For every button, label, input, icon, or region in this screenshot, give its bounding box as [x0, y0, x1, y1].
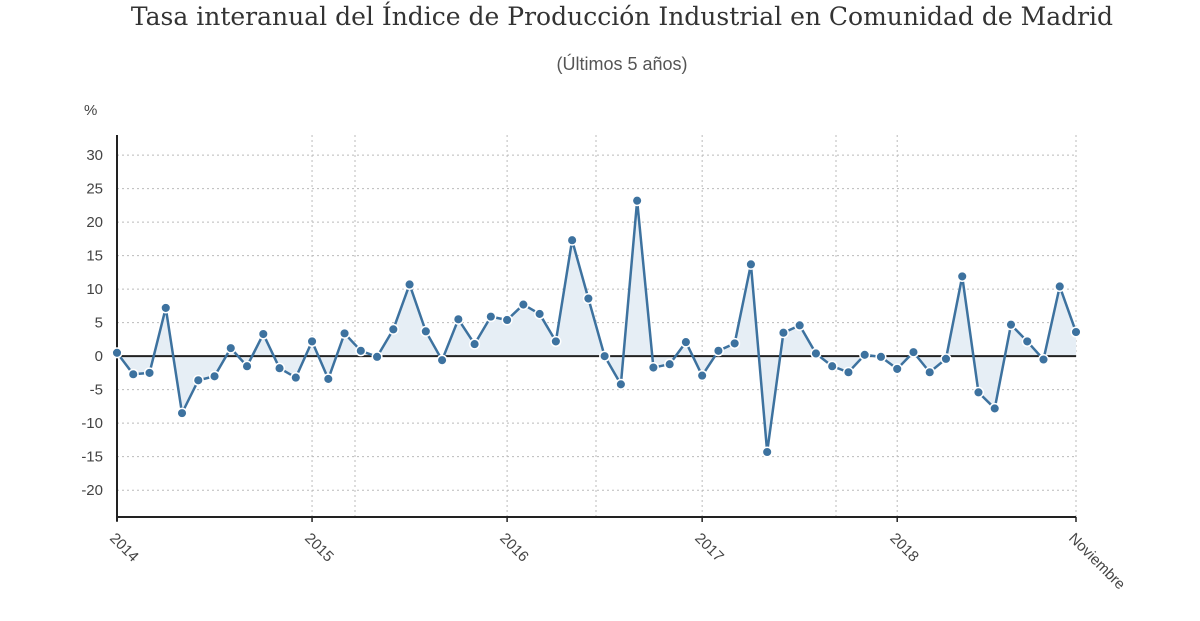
data-point[interactable] [891, 363, 903, 375]
data-point[interactable] [1021, 335, 1033, 347]
data-point[interactable] [761, 446, 773, 458]
x-tick-label: Noviembre [1065, 530, 1128, 593]
data-point[interactable] [566, 234, 578, 246]
data-point[interactable] [664, 358, 676, 370]
data-point[interactable] [875, 351, 887, 363]
data-point[interactable] [225, 342, 237, 354]
data-point[interactable] [696, 370, 708, 382]
data-point[interactable] [907, 346, 920, 358]
data-point[interactable] [842, 366, 854, 378]
y-tick-label: 15 [86, 248, 103, 265]
data-point[interactable] [273, 362, 286, 374]
x-tick-labels: 2014 2015 2016 2017 2018 Noviembre [106, 530, 1128, 593]
data-point[interactable] [355, 345, 367, 357]
data-point[interactable] [485, 311, 497, 323]
y-axis-unit-label: % [84, 102, 97, 119]
data-point[interactable] [257, 328, 269, 340]
data-point[interactable] [745, 258, 757, 270]
data-point[interactable] [322, 373, 334, 385]
data-point[interactable] [160, 302, 172, 314]
data-point[interactable] [339, 327, 351, 339]
data-point[interactable] [1037, 353, 1050, 366]
x-tick-label: 2016 [496, 530, 532, 566]
y-tick-label: 0 [95, 348, 103, 365]
data-point[interactable] [729, 337, 741, 349]
data-point[interactable] [924, 366, 936, 378]
y-tick-labels: 30 25 20 15 10 5 0 -5 -10 -15 -20 [81, 147, 103, 499]
data-points [111, 195, 1082, 458]
data-point[interactable] [550, 335, 562, 347]
data-point[interactable] [810, 347, 822, 360]
data-point[interactable] [469, 338, 481, 350]
x-tick-label: 2014 [106, 530, 142, 566]
data-point[interactable] [143, 367, 156, 379]
data-point[interactable] [501, 314, 513, 326]
data-point[interactable] [582, 292, 594, 305]
data-point[interactable] [956, 270, 968, 282]
chart-subtitle: (Últimos 5 años) [556, 54, 688, 74]
data-point[interactable] [208, 370, 221, 382]
series-line [116, 199, 1078, 454]
data-point[interactable] [859, 349, 871, 361]
data-point[interactable] [631, 195, 643, 207]
x-tick-label: 2017 [691, 530, 727, 566]
chart-title: Tasa interanual del Índice de Producción… [130, 2, 1114, 31]
data-point[interactable] [712, 345, 724, 357]
y-tick-label: -15 [81, 449, 103, 466]
y-tick-label: -10 [81, 415, 103, 432]
data-point[interactable] [127, 368, 139, 380]
data-point[interactable] [371, 351, 383, 363]
data-point[interactable] [647, 362, 659, 374]
data-point[interactable] [534, 308, 546, 320]
data-point[interactable] [420, 325, 432, 337]
x-tick-label: 2018 [886, 530, 922, 566]
data-point[interactable] [989, 402, 1001, 414]
data-point[interactable] [826, 360, 838, 372]
data-point[interactable] [290, 372, 302, 384]
y-tick-label: 25 [86, 181, 103, 198]
data-point[interactable] [387, 323, 399, 335]
data-point[interactable] [680, 336, 692, 348]
data-point[interactable] [241, 360, 253, 372]
data-point[interactable] [615, 378, 627, 390]
data-point[interactable] [306, 335, 318, 347]
y-tick-label: 5 [95, 315, 103, 332]
data-point[interactable] [192, 374, 204, 386]
data-point[interactable] [404, 278, 416, 290]
y-tick-label: -20 [81, 482, 103, 499]
y-tick-label: -5 [90, 382, 103, 399]
data-point[interactable] [176, 407, 188, 419]
y-tick-label: 30 [86, 147, 103, 164]
y-tick-label: 20 [86, 214, 103, 231]
y-tick-label: 10 [86, 281, 103, 298]
data-point[interactable] [940, 353, 952, 365]
data-point[interactable] [1005, 319, 1017, 331]
data-point[interactable] [777, 327, 789, 339]
data-point[interactable] [1054, 280, 1066, 293]
data-point[interactable] [599, 350, 611, 362]
data-point[interactable] [1070, 326, 1082, 338]
data-point[interactable] [972, 386, 985, 398]
data-point[interactable] [794, 319, 806, 331]
data-point[interactable] [111, 347, 123, 359]
series-line-layer [116, 199, 1078, 454]
data-point[interactable] [452, 313, 464, 325]
data-point[interactable] [517, 299, 529, 311]
x-tick-label: 2015 [301, 530, 337, 566]
data-point[interactable] [436, 354, 448, 366]
